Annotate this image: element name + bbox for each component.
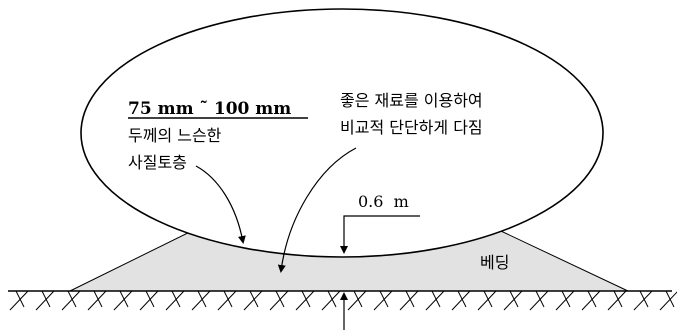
- ground-hatch-stroke: [61, 290, 81, 311]
- bedding-label: 베딩: [480, 253, 509, 272]
- ground-hatch-stroke: [191, 290, 211, 311]
- ground-hatch-stroke: [399, 290, 419, 311]
- ground-hatch-stroke: [347, 290, 367, 311]
- ground-hatch-stroke: [529, 290, 549, 311]
- ground-hatch-stroke: [613, 290, 623, 308]
- ground-hatch-stroke: [477, 290, 497, 311]
- loose-layer-label-line2: 사질토층: [128, 153, 187, 172]
- ground-hatch-stroke: [405, 290, 415, 308]
- ground-hatch-stroke: [587, 290, 597, 308]
- ground-hatch-stroke: [483, 290, 493, 308]
- ground-hatch-stroke: [503, 290, 523, 311]
- ground-hatch-stroke: [431, 290, 441, 308]
- dimension-leader: [340, 215, 420, 254]
- ground-hatch-stroke: [509, 290, 519, 308]
- ground-hatch-stroke: [451, 290, 471, 311]
- ground-hatch-stroke: [139, 290, 159, 311]
- ground-hatch-stroke: [223, 290, 233, 308]
- ground-hatch-stroke: [555, 290, 575, 311]
- ground-hatch-stroke: [535, 290, 545, 308]
- ground-hatch-stroke: [659, 291, 677, 311]
- ground-hatch-stroke: [9, 290, 29, 311]
- ground-hatch-stroke: [15, 290, 25, 308]
- ground-hatch-stroke: [665, 290, 675, 308]
- ground-hatch-stroke: [607, 290, 627, 311]
- ground-hatch-stroke: [249, 290, 259, 308]
- ground-hatch-stroke: [113, 290, 133, 311]
- ground-hatch-stroke: [217, 290, 237, 311]
- ground-hatch-stroke: [327, 290, 337, 308]
- loose-layer-label-line1: 두께의 느슨한: [128, 126, 222, 145]
- ground-hatch: [9, 290, 677, 311]
- ground-hatch-stroke: [119, 290, 129, 308]
- ground-hatch-stroke: [457, 290, 467, 308]
- ground-hatch-stroke: [379, 290, 389, 308]
- ground-hatch-stroke: [35, 290, 55, 311]
- ground-hatch-stroke: [633, 290, 653, 311]
- ground-hatch-stroke: [321, 290, 341, 311]
- ground-hatch-stroke: [93, 290, 103, 308]
- ground-hatch-stroke: [639, 290, 649, 308]
- compaction-label-line1: 좋은 재료를 이용하여: [340, 91, 483, 110]
- ground-hatch-stroke: [87, 290, 107, 311]
- compaction-label-line2: 비교적 단단하게 다짐: [340, 118, 483, 137]
- ground-hatch-stroke: [67, 290, 77, 308]
- ground-hatch-stroke: [353, 290, 363, 308]
- ground-hatch-stroke: [41, 290, 51, 308]
- dimension-label: 0.6 m: [358, 192, 409, 211]
- ground-hatch-stroke: [171, 290, 181, 308]
- pipe-ellipse: [80, 8, 604, 258]
- ground-hatch-stroke: [295, 290, 315, 311]
- ground-hatch-stroke: [145, 290, 155, 308]
- ground-hatch-stroke: [197, 290, 207, 308]
- ground-hatch-stroke: [165, 290, 185, 311]
- ground-hatch-stroke: [373, 290, 393, 311]
- ground-hatch-stroke: [581, 290, 601, 311]
- ground-hatch-stroke: [275, 290, 285, 308]
- ground-hatch-stroke: [269, 290, 289, 311]
- ground-hatch-stroke: [243, 290, 263, 311]
- ground-hatch-stroke: [301, 290, 311, 308]
- thickness-range-label: 75 mm ˜ 100 mm: [128, 99, 291, 119]
- ground-hatch-stroke: [425, 290, 445, 311]
- ground-hatch-stroke: [561, 290, 571, 308]
- compaction-leader-arrow: [277, 147, 357, 273]
- loose-layer-leader-arrow: [195, 165, 246, 244]
